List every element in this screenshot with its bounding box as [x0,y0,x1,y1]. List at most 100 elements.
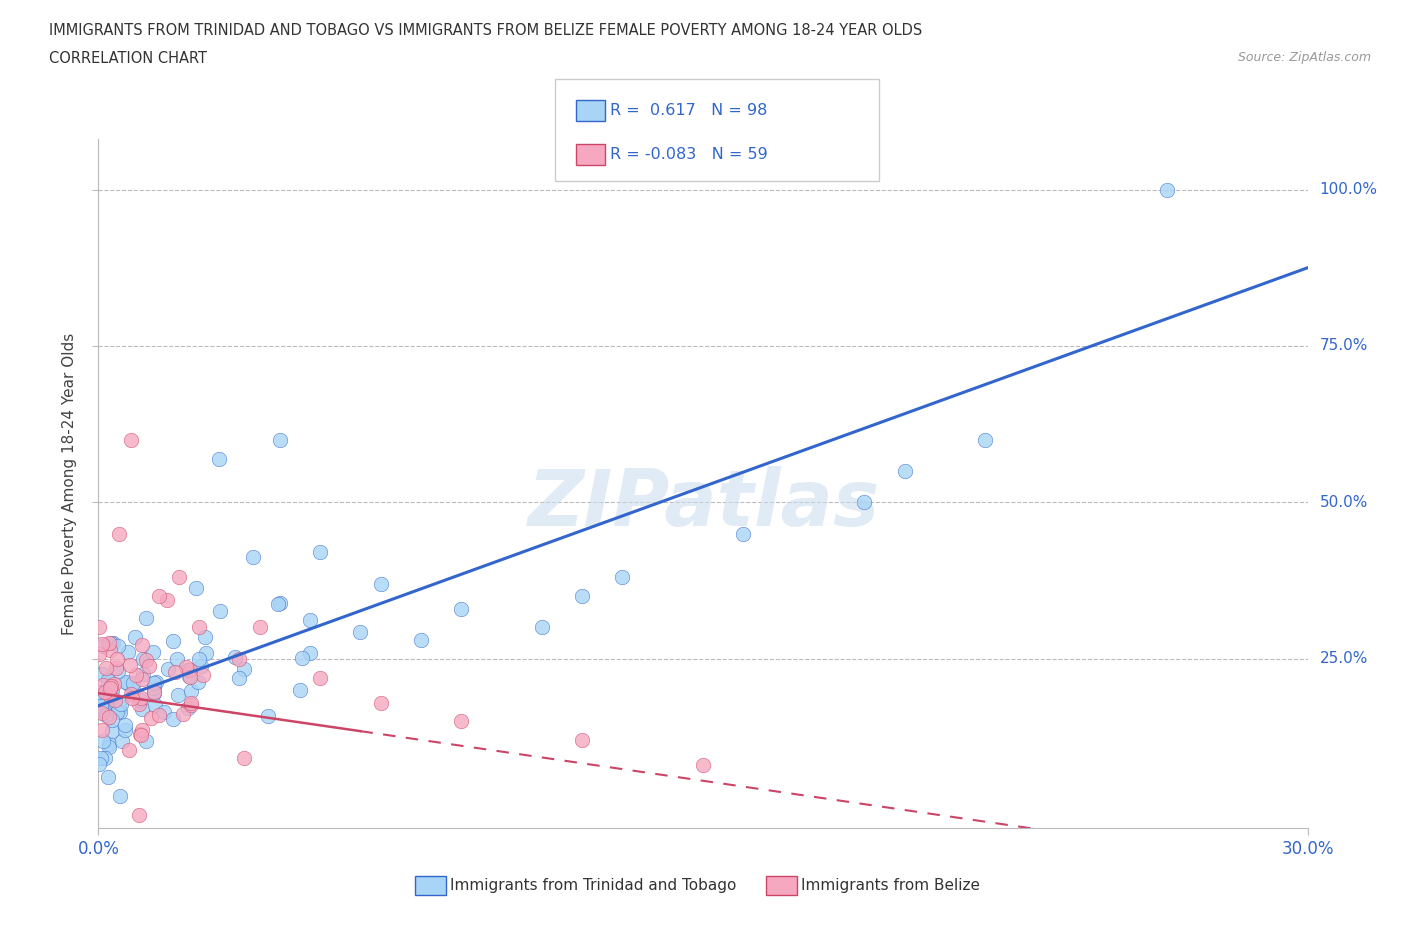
Point [269,596,291,611]
Text: ZIPatlas: ZIPatlas [527,466,879,542]
Point [298,612,321,627]
Point [232,661,254,676]
Point [107,638,129,653]
Point [853,495,876,510]
Point [87,619,110,634]
Point [142,684,165,699]
Point [108,699,131,714]
Point [148,589,170,604]
Point [142,676,165,691]
Point [177,662,200,677]
Point [291,651,314,666]
Point [177,669,200,684]
Y-axis label: Female Poverty Among 18-24 Year Olds: Female Poverty Among 18-24 Year Olds [62,333,77,635]
Point [166,652,188,667]
Point [94,660,117,675]
Point [228,671,250,685]
Text: Immigrants from Trinidad and Tobago: Immigrants from Trinidad and Tobago [450,878,737,893]
Point [120,432,142,447]
Point [118,743,141,758]
Point [612,570,634,585]
Point [131,671,153,686]
Point [145,674,167,689]
Point [128,692,150,707]
Point [257,709,280,724]
Point [233,751,256,765]
Point [188,620,211,635]
Point [101,724,124,738]
Point [180,684,202,699]
Point [90,684,112,699]
Point [172,707,194,722]
Point [190,658,212,673]
Point [100,635,122,650]
Point [87,646,110,661]
Point [309,671,332,685]
Point [142,685,165,700]
Point [97,635,120,650]
Point [571,589,593,604]
Point [176,659,198,674]
Point [104,660,127,675]
Point [121,683,143,698]
Point [135,734,157,749]
Point [530,620,553,635]
Point [101,635,124,650]
Point [194,630,217,644]
Point [124,630,146,644]
Point [129,691,152,706]
Point [100,696,122,711]
Point [93,751,115,765]
Point [103,677,125,692]
Text: R = -0.083   N = 59: R = -0.083 N = 59 [610,147,768,162]
Point [180,698,202,712]
Point [571,733,593,748]
Point [208,451,231,466]
Point [162,633,184,648]
Point [101,712,124,727]
Point [167,570,190,585]
Point [267,597,290,612]
Point [186,580,208,595]
Point [100,683,122,698]
Point [90,751,112,765]
Point [96,770,118,785]
Point [187,674,209,689]
Point [288,683,311,698]
Point [191,668,214,683]
Point [153,705,176,720]
Point [309,545,332,560]
Point [115,675,138,690]
Point [370,695,392,710]
Point [98,710,121,724]
Point [87,756,110,771]
Point [129,728,152,743]
Point [120,687,142,702]
Point [299,645,322,660]
Point [208,604,231,618]
Point [91,678,114,693]
Point [110,697,132,711]
Point [114,718,136,733]
Point [974,432,997,447]
Point [122,676,145,691]
Point [91,723,114,737]
Point [143,698,166,712]
Point [138,659,160,674]
Point [125,668,148,683]
Point [148,708,170,723]
Point [91,667,114,682]
Point [132,651,155,666]
Point [91,638,114,653]
Point [90,698,112,713]
Point [96,696,118,711]
Point [97,673,120,688]
Point [93,703,115,718]
Point [117,644,139,659]
Text: IMMIGRANTS FROM TRINIDAD AND TOBAGO VS IMMIGRANTS FROM BELIZE FEMALE POVERTY AMO: IMMIGRANTS FROM TRINIDAD AND TOBAGO VS I… [49,23,922,38]
Point [110,789,132,804]
Point [139,711,162,725]
Point [893,464,915,479]
Point [98,688,121,703]
Point [370,577,392,591]
